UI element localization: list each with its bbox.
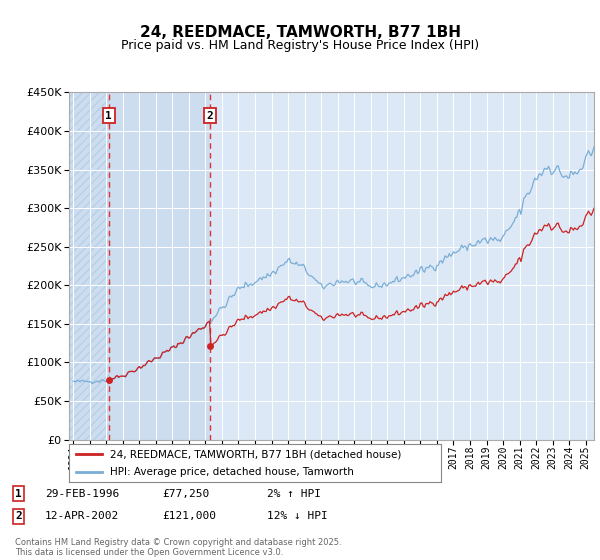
Text: 2: 2	[15, 511, 22, 521]
Text: Contains HM Land Registry data © Crown copyright and database right 2025.
This d: Contains HM Land Registry data © Crown c…	[15, 538, 341, 557]
Text: 24, REEDMACE, TAMWORTH, B77 1BH: 24, REEDMACE, TAMWORTH, B77 1BH	[139, 25, 461, 40]
Text: 2: 2	[206, 110, 214, 120]
Text: 12% ↓ HPI: 12% ↓ HPI	[267, 511, 328, 521]
Text: £77,250: £77,250	[162, 489, 209, 499]
Text: 1: 1	[15, 489, 22, 499]
Text: 1: 1	[106, 110, 112, 120]
Text: £121,000: £121,000	[162, 511, 216, 521]
Text: 12-APR-2002: 12-APR-2002	[45, 511, 119, 521]
Bar	[109, 92, 210, 440]
Text: Price paid vs. HM Land Registry's House Price Index (HPI): Price paid vs. HM Land Registry's House …	[121, 39, 479, 52]
Text: 24, REEDMACE, TAMWORTH, B77 1BH (detached house): 24, REEDMACE, TAMWORTH, B77 1BH (detache…	[110, 449, 401, 459]
Bar	[69, 92, 109, 440]
Text: 2% ↑ HPI: 2% ↑ HPI	[267, 489, 321, 499]
Text: 29-FEB-1996: 29-FEB-1996	[45, 489, 119, 499]
Text: HPI: Average price, detached house, Tamworth: HPI: Average price, detached house, Tamw…	[110, 467, 354, 477]
